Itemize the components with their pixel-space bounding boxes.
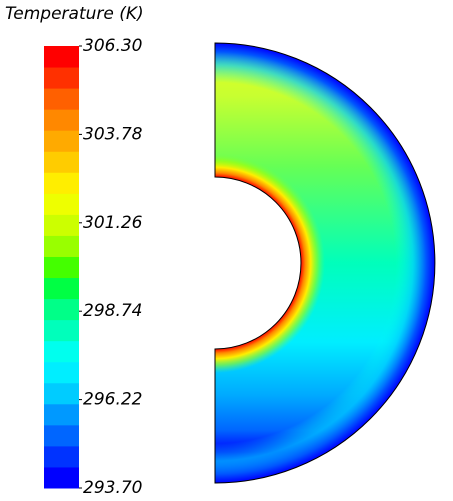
colorbar-band [44,361,79,384]
colorbar-band [44,46,79,68]
colorbar-band [44,382,79,405]
tick-label: 303.78 [83,124,143,144]
colorbar-band [44,151,79,173]
tick-label: 293.70 [83,478,142,498]
tick-label: 306.30 [83,36,142,56]
colorbar-band [44,193,79,215]
colorbar-band [44,235,79,257]
colorbar-band [44,298,79,321]
colorbar-band [44,109,79,131]
colorbar-band [44,214,79,236]
tick-label: 296.22 [83,390,142,410]
colorbar-band [44,340,79,363]
colorbar-band [44,319,79,342]
colorbar-band [44,466,79,489]
colorbar-band [44,88,79,110]
tick-label: 298.74 [83,301,142,321]
colorbar-band [44,445,79,468]
chart-title: Temperature (K) [5,4,144,24]
colorbar-band [44,67,79,89]
contour-field [215,43,435,483]
colorbar-band [44,130,79,152]
colorbar-band [44,424,79,447]
colorbar-band [44,277,79,300]
domain-outline [214,42,436,484]
colorbar-band [44,172,79,194]
colorbar-band [44,403,79,426]
colorbar-band [44,256,79,279]
tick-label: 301.26 [83,213,143,233]
